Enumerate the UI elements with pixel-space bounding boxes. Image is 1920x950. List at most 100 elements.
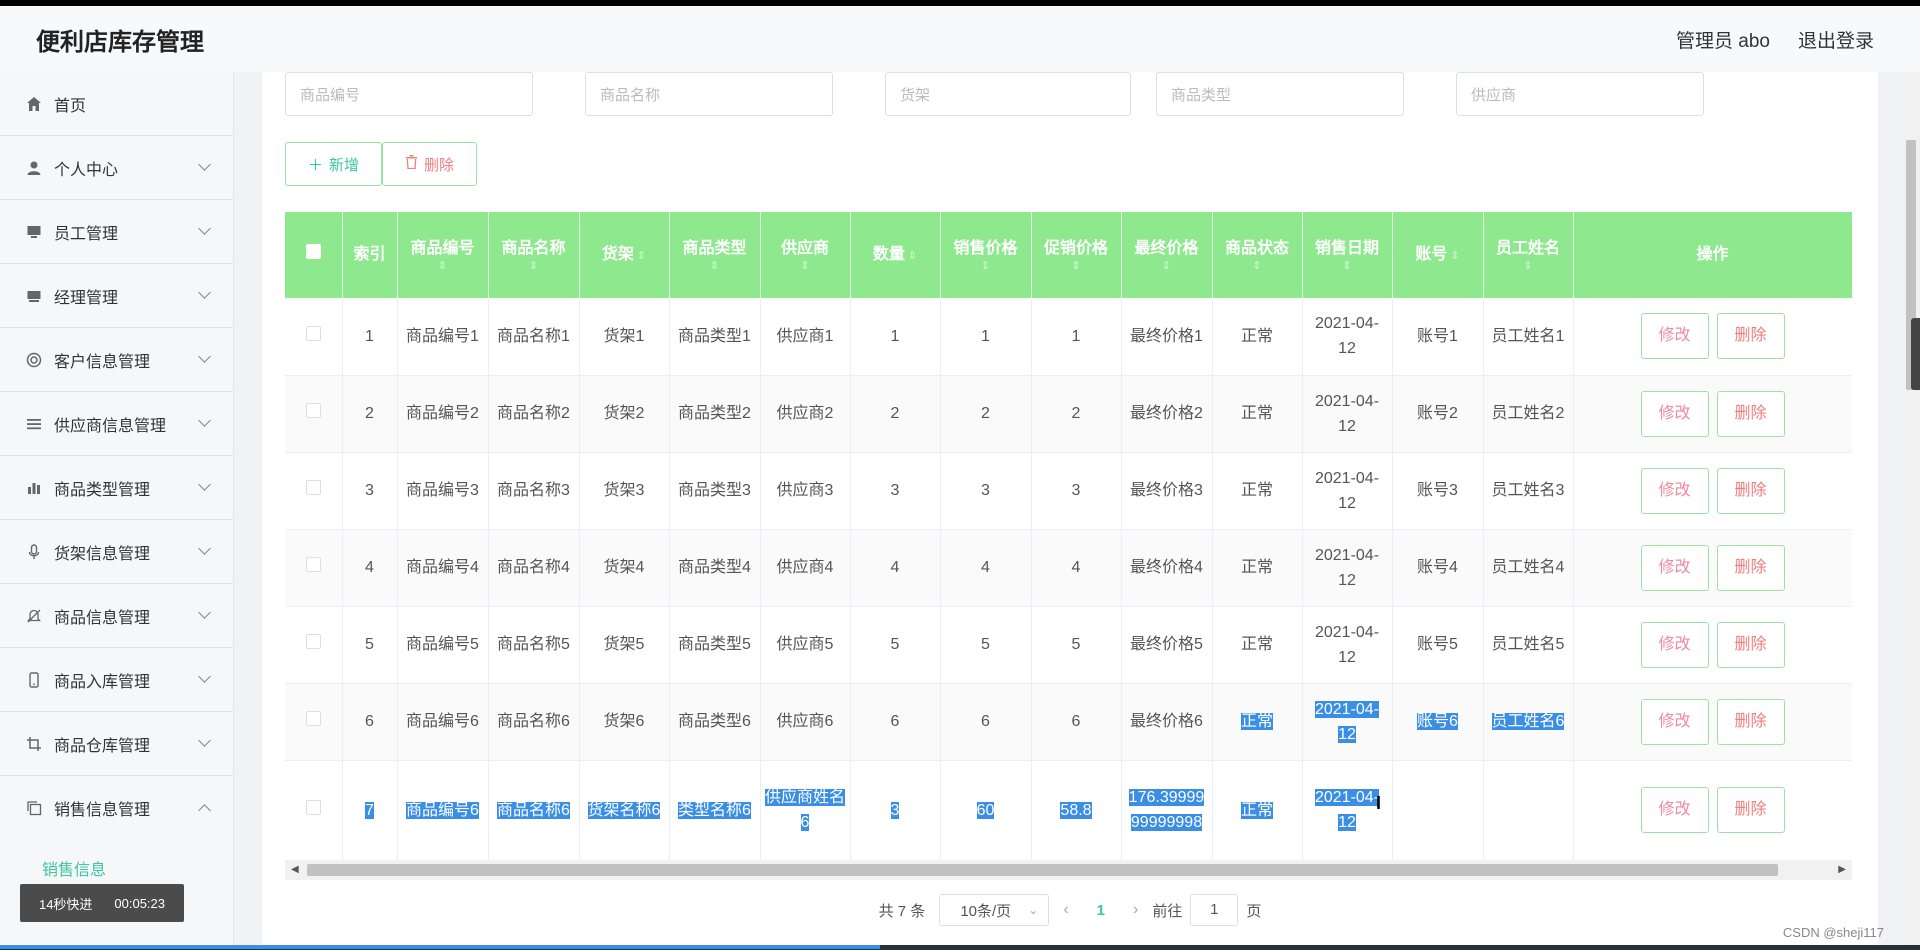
sort-icon[interactable]: ⇕ xyxy=(1450,249,1460,262)
sidebar-item-label: 商品类型管理 xyxy=(54,481,151,499)
sidebar-item-home[interactable]: 首页 xyxy=(0,72,233,136)
phone-icon xyxy=(24,670,44,690)
header-index: 索引 xyxy=(342,212,398,298)
scroll-right-icon[interactable]: ▶ xyxy=(1838,864,1846,875)
edit-button[interactable]: 修改 xyxy=(1640,544,1709,591)
cell-status: 正常 xyxy=(1212,760,1303,861)
next-page-icon[interactable]: › xyxy=(1133,901,1139,918)
header-label: 销售价格 xyxy=(953,240,1018,257)
row-delete-button[interactable]: 删除 xyxy=(1716,544,1785,591)
sidebar-item-customer[interactable]: 客户信息管理 xyxy=(0,328,233,392)
sort-icon[interactable]: ⇕ xyxy=(980,260,991,272)
row-delete-button[interactable]: 删除 xyxy=(1716,698,1785,745)
row-checkbox[interactable] xyxy=(305,325,321,341)
vertical-scroll-thumb[interactable] xyxy=(1906,140,1916,390)
table-row: 4 商品编号4 商品名称4 货架4 商品类型4 供应商4 4 4 4 最终价格4… xyxy=(285,529,1852,607)
cell-shelf: 货架6 xyxy=(579,683,670,761)
sort-icon[interactable]: ⇕ xyxy=(528,260,539,272)
sidebar-item-warehouse[interactable]: 商品仓库管理 xyxy=(0,712,233,776)
header-sale-date[interactable]: 销售日期 ⇕ xyxy=(1302,212,1393,298)
header-promo-price[interactable]: 促销价格 ⇕ xyxy=(1031,212,1122,298)
sidebar-item-sales[interactable]: 销售信息管理 xyxy=(0,776,233,840)
product-type-search-input[interactable]: 商品类型 xyxy=(1156,72,1404,116)
sort-icon[interactable]: ⇕ xyxy=(1523,260,1533,272)
cell-staff: 员工姓名6 xyxy=(1483,683,1574,761)
page-number[interactable]: 1 xyxy=(1096,901,1105,919)
sidebar-item-shelf[interactable]: 货架信息管理 xyxy=(0,520,233,584)
header-quantity[interactable]: 数量 ⇕ xyxy=(850,212,941,298)
sort-icon[interactable]: ⇕ xyxy=(1342,260,1352,272)
sidebar-item-manager[interactable]: 经理管理 xyxy=(0,264,233,328)
sidebar-item-stock-in[interactable]: 商品入库管理 xyxy=(0,648,233,712)
header-product-name[interactable]: 商品名称 ⇕ xyxy=(488,212,580,298)
sidebar-item-label: 客户信息管理 xyxy=(54,353,151,371)
shelf-search-input[interactable]: 货架 xyxy=(885,72,1131,116)
row-delete-button[interactable]: 删除 xyxy=(1716,467,1785,514)
sort-icon[interactable]: ⇕ xyxy=(800,260,810,272)
page-size-select[interactable]: 10条/页 ⌄ xyxy=(939,894,1050,926)
row-delete-button[interactable]: 删除 xyxy=(1716,313,1785,360)
header-staff-name[interactable]: 员工姓名 ⇕ xyxy=(1483,212,1574,298)
row-checkbox[interactable] xyxy=(305,799,321,815)
product-code-search-input[interactable]: 商品编号 xyxy=(285,72,533,116)
header-select-all[interactable] xyxy=(285,212,343,298)
select-all-checkbox[interactable] xyxy=(305,244,321,259)
sort-icon[interactable]: ⇕ xyxy=(1161,260,1172,272)
sort-icon[interactable]: ⇕ xyxy=(636,249,647,262)
edit-button[interactable]: 修改 xyxy=(1640,313,1709,360)
cell-promo-text: 58.8 xyxy=(1060,801,1092,819)
edit-button[interactable]: 修改 xyxy=(1640,698,1709,745)
row-checkbox[interactable] xyxy=(305,557,321,572)
edit-button[interactable]: 修改 xyxy=(1640,390,1709,437)
header-product-code[interactable]: 商品编号 ⇕ xyxy=(397,212,489,298)
row-checkbox[interactable] xyxy=(305,403,321,418)
cell-actions: 修改 删除 xyxy=(1573,606,1852,684)
row-delete-button[interactable]: 删除 xyxy=(1716,787,1785,833)
supplier-search-input[interactable]: 供应商 xyxy=(1456,72,1704,116)
cell-final: 176.3999999999998 xyxy=(1121,760,1213,861)
edit-button[interactable]: 修改 xyxy=(1640,787,1709,833)
sort-icon[interactable]: ⇕ xyxy=(437,260,448,272)
header-account[interactable]: 账号 ⇕ xyxy=(1392,212,1484,298)
cell-price: 5 xyxy=(940,606,1032,684)
horizontal-scrollbar[interactable]: ◀ ▶ xyxy=(285,860,1852,880)
edit-button[interactable]: 修改 xyxy=(1640,621,1709,668)
header-sale-price[interactable]: 销售价格 ⇕ xyxy=(940,212,1032,298)
sort-icon[interactable]: ⇕ xyxy=(1252,260,1262,272)
sidebar-item-product-info[interactable]: 商品信息管理 xyxy=(0,584,233,648)
cell-supplier: 供应商姓名6 xyxy=(760,760,851,861)
header-status[interactable]: 商品状态 ⇕ xyxy=(1212,212,1303,298)
row-delete-button[interactable]: 删除 xyxy=(1716,390,1785,437)
vertical-scrollbar[interactable] xyxy=(1902,72,1920,950)
admin-label[interactable]: 管理员 abo xyxy=(1676,30,1770,52)
sort-icon[interactable]: ⇕ xyxy=(1071,260,1081,272)
sidebar-item-supplier[interactable]: 供应商信息管理 xyxy=(0,392,233,456)
sidebar-item-product-type[interactable]: 商品类型管理 xyxy=(0,456,233,520)
header-product-type[interactable]: 商品类型 ⇕ xyxy=(669,212,761,298)
scroll-left-icon[interactable]: ◀ xyxy=(291,864,299,875)
header-supplier[interactable]: 供应商 ⇕ xyxy=(760,212,851,298)
scroll-thumb[interactable] xyxy=(307,864,1778,876)
header-final-price[interactable]: 最终价格 ⇕ xyxy=(1121,212,1213,298)
edit-button[interactable]: 修改 xyxy=(1640,467,1709,514)
sidebar-item-staff[interactable]: 员工管理 xyxy=(0,200,233,264)
edge-handle[interactable] xyxy=(1911,318,1920,390)
delete-button[interactable]: 删除 xyxy=(382,142,478,186)
cell-name: 商品名称2 xyxy=(488,375,580,453)
row-delete-button[interactable]: 删除 xyxy=(1716,621,1785,668)
add-button[interactable]: ＋ 新增 xyxy=(285,142,383,186)
row-checkbox[interactable] xyxy=(305,480,321,495)
header-shelf[interactable]: 货架 ⇕ xyxy=(579,212,670,298)
logout-link[interactable]: 退出登录 xyxy=(1797,30,1874,52)
chevron-down-icon xyxy=(198,478,211,491)
cell-qty: 2 xyxy=(850,375,941,453)
sort-icon[interactable]: ⇕ xyxy=(709,260,720,272)
text-cursor-icon: I xyxy=(1376,793,1382,813)
row-checkbox[interactable] xyxy=(305,634,321,649)
sidebar-item-personal-center[interactable]: 个人中心 xyxy=(0,136,233,200)
goto-page-input[interactable]: 1 xyxy=(1190,894,1239,926)
prev-page-icon[interactable]: ‹ xyxy=(1063,901,1069,918)
sort-icon[interactable]: ⇕ xyxy=(907,249,918,262)
row-checkbox[interactable] xyxy=(305,711,321,726)
product-name-search-input[interactable]: 商品名称 xyxy=(585,72,833,116)
